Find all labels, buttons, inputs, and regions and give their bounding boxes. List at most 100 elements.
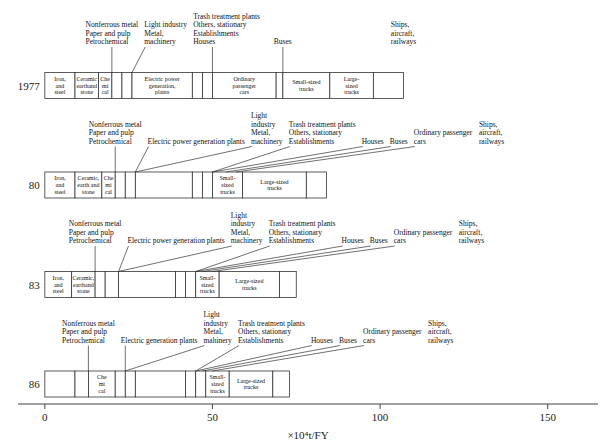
annotation: Nonferrous metalPaper and pulpPetrochemi… [62, 319, 115, 345]
annotation-line: cars [414, 137, 426, 146]
leader-line [226, 147, 391, 173]
annotation-line: Petrochemical [69, 236, 112, 245]
bar-segment [122, 73, 132, 99]
annotations: Nonferrous metalPaper and pulpPetrochemi… [62, 12, 504, 372]
leader-line [202, 346, 340, 372]
annotation-line: Electric power generation plants [148, 137, 245, 146]
chart: Iron,andsteelIron,andsteelIron,andsteelC… [0, 0, 612, 448]
annotation: Buses [274, 37, 292, 46]
leader-line [202, 246, 370, 272]
annotation: Ordinary passengercars [414, 128, 473, 146]
segment-label-line: sized [221, 182, 233, 188]
segment-label-line: cal [98, 388, 105, 394]
tick-mark [212, 404, 213, 409]
bar-segment [280, 272, 297, 298]
segment-label-line: mi [105, 182, 112, 188]
segment-label-line: Small- [209, 374, 225, 380]
bar-segment [135, 172, 192, 198]
bar-segment [75, 371, 88, 397]
segment-label-line: Che [97, 374, 107, 380]
annotation: Trash treatment plantsOthers, stationary… [193, 12, 260, 47]
bar-segment [276, 73, 283, 99]
annotation-line: Buses [390, 137, 408, 146]
leader-line [212, 47, 213, 73]
bar-segment [176, 272, 186, 298]
segment-label: Ceramic,earth andstone [77, 175, 99, 195]
bar-segment [45, 172, 75, 198]
segment-label-line: steel [54, 189, 65, 195]
annotation: Ships,aircraft,railways [428, 319, 453, 345]
segment-label-line: mi [99, 381, 106, 387]
segment-label: Chemical [100, 76, 110, 96]
annotation: Electric power generation plants [148, 137, 245, 146]
tick-label: 0 [42, 411, 48, 423]
segment-label-line: trucks [244, 384, 259, 390]
tick-label: 50 [207, 411, 219, 423]
bar-segment [115, 371, 125, 397]
segment-label-line: trucks [220, 189, 235, 195]
bar-segment [135, 371, 185, 397]
segment-label-line: Che [104, 175, 114, 181]
bar-segment [306, 172, 326, 198]
segment-label: Iron,andsteel [52, 275, 64, 295]
segment-label-line: sized [345, 83, 357, 89]
segment-label-line: and [56, 83, 65, 89]
segment-label: Chemical [104, 175, 114, 195]
annotation: Nonferrous metalPaper and pulpPetrochemi… [89, 120, 142, 146]
annotation-line: machinery [231, 236, 263, 245]
segment-label-line: Small- [220, 175, 236, 181]
segment-label-line: sized [201, 282, 213, 288]
segment-label-line: Electric power [145, 76, 180, 82]
segment-label-line: passenger [232, 83, 256, 89]
annotation-line: Houses [362, 137, 384, 146]
segment-label: Ceramicearthandstone [76, 76, 97, 96]
leader-line [282, 47, 283, 73]
leader-line [212, 147, 362, 173]
bar-segment [95, 272, 105, 298]
segment-label-line: earth and [77, 182, 99, 188]
leader-line [119, 246, 232, 272]
annotation-line: railways [479, 137, 504, 146]
segment-label-line: earthand [73, 282, 94, 288]
segment-label: Large-sizedtrucks [344, 76, 360, 96]
segment-label-line: Small- [199, 275, 215, 281]
bar-segment [229, 371, 273, 397]
category-label: 80 [29, 179, 41, 191]
category-label: 1977 [18, 80, 41, 92]
segment-label-line: Large-sized [235, 278, 263, 284]
leader-line [132, 47, 145, 73]
annotation: Houses [311, 336, 333, 345]
annotation: Trash treatment plantsOthers, stationary… [289, 120, 356, 146]
bar-segment [283, 73, 330, 99]
leader-line [196, 246, 270, 272]
bar-segment [75, 172, 102, 198]
annotation-line: Buses [274, 37, 292, 46]
segment-label-line: steel [54, 89, 65, 95]
segment-label-line: trucks [344, 89, 359, 95]
annotation-line: Establishments [289, 137, 334, 146]
segment-label-line: Che [100, 76, 110, 82]
bar-segment [186, 272, 196, 298]
bar-segment [119, 272, 176, 298]
segment-label: Iron,andsteel [54, 175, 66, 195]
tick-mark [547, 404, 548, 409]
segment-label-line: Large-sized [260, 179, 288, 185]
annotation-line: mahinery [203, 336, 232, 345]
bar-segment [125, 371, 135, 397]
annotation: Ships,aircraft,railways [459, 219, 484, 245]
annotation: Ordinary passengercars [394, 228, 453, 246]
bar-segment [196, 371, 206, 397]
annotation: Ships,aircraft,railways [391, 20, 416, 46]
annotation-line: Establishments [238, 336, 283, 345]
segment-label-line: Ceramic, [77, 175, 99, 181]
bar-segment [98, 73, 111, 99]
bar-segment [75, 73, 98, 99]
leader-line [196, 346, 239, 372]
segment-label-line: Ordinary [233, 76, 255, 82]
bar-segment [192, 172, 202, 198]
annotation-line: Petrochemical [89, 137, 132, 146]
annotation: Ships,aircraft,railways [479, 120, 504, 146]
bar-segment [373, 73, 403, 99]
segment-label-line: Iron, [52, 275, 64, 281]
segment-label-line: Large-sized [237, 378, 265, 384]
